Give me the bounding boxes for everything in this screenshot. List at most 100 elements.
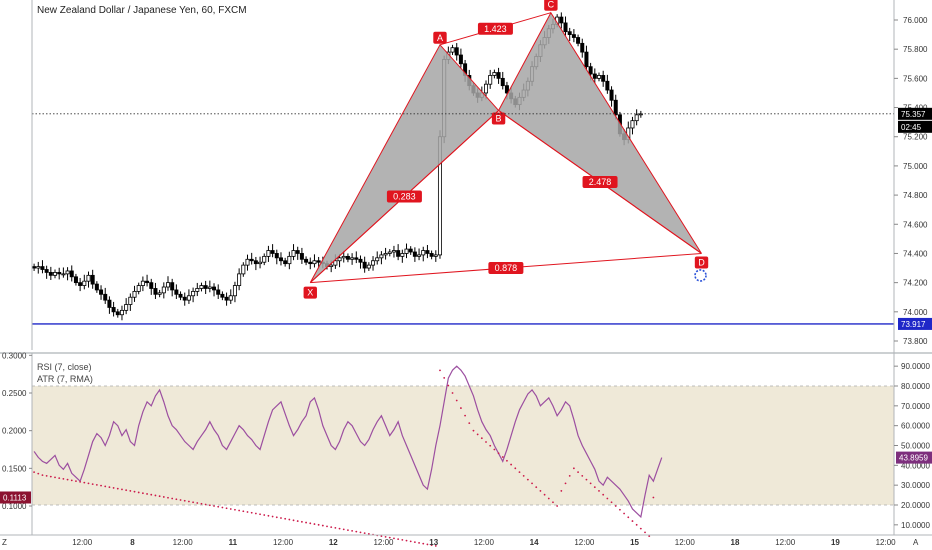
atr-dot [623, 512, 626, 515]
candle-body [82, 280, 87, 286]
candle-body [262, 255, 267, 263]
rsi-last-badge-bg [896, 451, 932, 464]
atr-dot [510, 463, 513, 466]
atr-dot [539, 490, 542, 492]
atr-axis[interactable]: 0.1000 0.1500 0.2000 0.2500 0.3000 [2, 351, 33, 535]
atr-dot [485, 441, 487, 443]
pattern-ratio-b-d: 2.478 [589, 177, 612, 187]
atr-dot [162, 496, 165, 498]
atr-dot [460, 407, 462, 409]
atr-dot [455, 399, 458, 402]
pattern-point-d: D [698, 257, 705, 267]
time-axis-corner-right[interactable]: A [913, 538, 919, 547]
atr-dot [648, 535, 651, 538]
atr-dot [468, 422, 471, 425]
rsi-tick-label: 50.0000 [901, 442, 930, 451]
atr-dot [552, 501, 554, 504]
atr-dot [100, 484, 102, 487]
candle-body [371, 260, 376, 266]
candle-body [291, 250, 296, 257]
candle-body [61, 273, 66, 276]
atr-dot [238, 509, 241, 512]
candle-body [433, 254, 438, 257]
candle-body [333, 260, 338, 266]
candle-body [270, 250, 275, 254]
candle-body [199, 285, 204, 289]
indicator-pane[interactable]: RSI (7, close) ATR (7, RMA) [0, 352, 932, 547]
atr-dot [631, 520, 634, 522]
atr-last-badge: 0.1113 [3, 493, 27, 502]
harmonic-pattern[interactable]: 1.423 0.283 2.478 0.878 X A B C D [303, 0, 709, 299]
atr-dot [326, 525, 328, 528]
atr-dot [351, 529, 354, 532]
candle-body [132, 290, 137, 298]
time-tick-label: 13 [429, 538, 438, 547]
atr-dot [167, 496, 169, 499]
candle-body [48, 272, 53, 276]
atr-dot [292, 519, 295, 522]
candle-body [304, 258, 309, 263]
time-tick-label: 12 [329, 538, 338, 547]
candle-body [408, 248, 413, 253]
candle-body [458, 54, 463, 65]
candle-body [634, 114, 639, 122]
atr-dot [598, 490, 600, 492]
candle-body [630, 120, 635, 129]
candle-body [103, 293, 108, 301]
atr-dot [397, 538, 400, 541]
candle-body [613, 99, 618, 116]
countdown-badge-bg [898, 120, 932, 133]
price-tick-label: 74.200 [903, 279, 928, 288]
atr-dot [49, 475, 52, 478]
price-pane[interactable]: 1.423 0.283 2.478 0.878 X A B C D New Zealand Do… [32, 0, 894, 350]
candle-body [274, 253, 279, 259]
time-axis-corner-left[interactable]: Z [2, 538, 7, 547]
candle-body [421, 250, 426, 256]
atr-dot [309, 522, 312, 525]
candle-body [295, 250, 300, 254]
atr-dot [137, 491, 140, 494]
atr-dot [572, 467, 575, 470]
atr-dot [342, 528, 345, 531]
atr-dot [234, 508, 236, 511]
price-tick-label: 75.000 [903, 162, 928, 171]
candle-body [601, 75, 606, 82]
candle-body [638, 113, 643, 116]
atr-dot [91, 483, 94, 486]
rsi-tick-label: 80.0000 [901, 382, 930, 391]
time-tick-label: 12:00 [273, 538, 294, 547]
atr-dot [652, 496, 655, 499]
time-tick-label: 12:00 [373, 538, 394, 547]
current-price-badge-bg [898, 107, 932, 120]
atr-tick-label: 0.3000 [2, 351, 27, 360]
atr-dot [422, 542, 425, 545]
candle-body [605, 80, 610, 91]
atr-dot [45, 474, 48, 477]
price-tick-label: 75.200 [903, 133, 928, 142]
atr-dot [430, 544, 433, 547]
price-plot-area[interactable] [32, 0, 894, 350]
atr-dot [535, 486, 538, 489]
candle-body [128, 296, 133, 305]
time-ticks: 12:00 8 12:00 11 12:00 12 12:00 13 12:00 14 12:00 1… [72, 538, 896, 547]
candle-body [559, 16, 564, 24]
candle-body [412, 251, 417, 257]
candle-body [567, 31, 572, 35]
atr-dot [33, 471, 35, 473]
rsi-tick-label: 30.0000 [901, 481, 930, 490]
atr-dot [635, 523, 638, 526]
atr-dot [506, 459, 508, 462]
atr-dot [146, 493, 148, 495]
atr-tick-label: 0.2500 [2, 389, 27, 398]
time-tick-label: 14 [530, 538, 539, 547]
target-marker-icon [694, 269, 707, 282]
atr-dot [108, 486, 111, 489]
atr-dot [359, 531, 362, 534]
pattern-point-a: A [437, 33, 443, 43]
time-axis[interactable]: 12:00 8 12:00 11 12:00 12 12:00 13 12:00 14 12:00 1… [0, 534, 932, 547]
price-tick-label: 75.600 [903, 74, 928, 83]
atr-dot [614, 505, 617, 507]
rsi-tick-label: 10.0000 [901, 521, 930, 530]
rsi-tick-label: 70.0000 [901, 402, 930, 411]
